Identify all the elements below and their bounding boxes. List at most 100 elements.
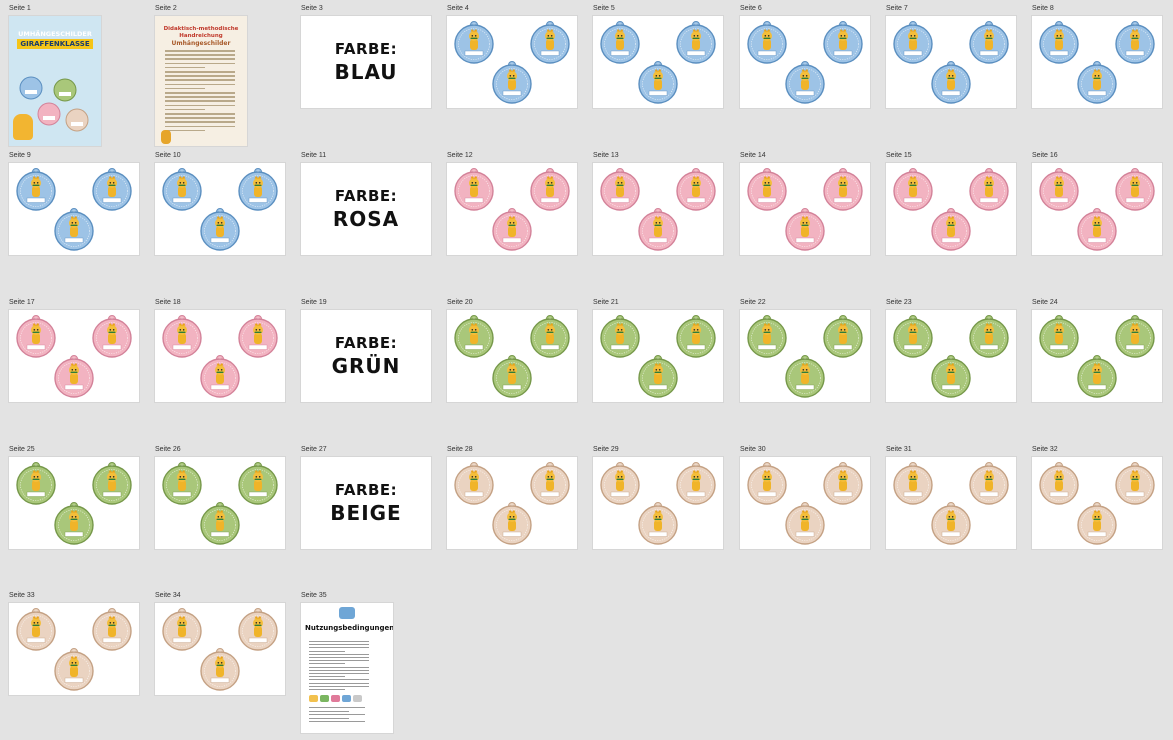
badge-icon (342, 695, 351, 702)
farbe-label: FARBE: (334, 187, 398, 205)
giraffe-name-tag-3 (785, 61, 825, 104)
page-thumbnail[interactable]: UMHÄNGESCHILDER GIRAFFENKLASSE (9, 16, 101, 146)
doc-heading-line2: Umhängeschilder (171, 40, 231, 47)
name-tag (893, 20, 933, 64)
giraffe-name-tag-1 (747, 168, 787, 211)
giraffe-name-tag-1 (454, 21, 494, 64)
giraffe-name-tag-2 (969, 21, 1009, 64)
page-thumbnail[interactable] (1032, 16, 1162, 108)
page-thumbnail[interactable] (740, 457, 870, 549)
page-thumbnail[interactable] (886, 310, 1016, 402)
color-name: ROSA (332, 207, 400, 231)
giraffe-name-tag-3 (492, 208, 532, 251)
page-thumbnail[interactable] (9, 457, 139, 549)
text-line (309, 657, 369, 658)
name-tag (454, 314, 494, 358)
page-thumbnail[interactable] (593, 457, 723, 549)
name-tag (530, 20, 570, 64)
name-tag (1077, 354, 1117, 398)
page-thumbnail[interactable] (1032, 310, 1162, 402)
page-thumbnail[interactable] (740, 310, 870, 402)
text-line (309, 673, 369, 674)
page-label: Seite 10 (155, 152, 181, 159)
page-thumbnail[interactable] (9, 310, 139, 402)
name-tag (931, 207, 971, 251)
giraffe-name-tag-2 (530, 315, 570, 358)
name-tag (600, 314, 640, 358)
page-thumbnail[interactable] (1032, 457, 1162, 549)
page-thumbnail[interactable]: Didaktisch-methodische Handreichung Umhän… (155, 16, 247, 146)
giraffe-name-tag-3 (492, 502, 532, 545)
page-thumbnail[interactable] (740, 163, 870, 255)
giraffe-name-tag-3 (1077, 502, 1117, 545)
text-line (165, 108, 205, 111)
giraffe-name-tag-1 (16, 608, 56, 651)
page-thumbnail[interactable] (593, 310, 723, 402)
page-thumbnail[interactable] (1032, 163, 1162, 255)
page-thumbnail[interactable] (9, 603, 139, 695)
name-tag (162, 461, 202, 505)
page-label: Seite 5 (593, 5, 615, 12)
page-thumbnail[interactable] (593, 16, 723, 108)
giraffe-name-tag-2 (676, 315, 716, 358)
name-tag (530, 314, 570, 358)
page-thumbnail[interactable]: FARBE: BEIGE (301, 457, 431, 549)
name-tag (200, 647, 240, 691)
page-label: Seite 15 (886, 152, 912, 159)
name-tag (1039, 20, 1079, 64)
page-thumbnail[interactable] (447, 457, 577, 549)
giraffe-name-tag-3 (931, 61, 971, 104)
giraffe-name-tag-1 (893, 21, 933, 64)
page-thumbnail[interactable] (155, 457, 285, 549)
giraffe-name-tag-1 (1039, 315, 1079, 358)
name-tag (747, 167, 787, 211)
page-thumbnail[interactable] (593, 163, 723, 255)
page-thumbnail[interactable] (155, 163, 285, 255)
name-tag (92, 461, 132, 505)
farbe-label: FARBE: (334, 334, 398, 352)
giraffe-name-tag-1 (893, 462, 933, 505)
page-thumbnail[interactable] (886, 457, 1016, 549)
page-thumbnail[interactable]: Nutzungsbedingungen (301, 603, 393, 733)
page-label: Seite 20 (447, 299, 473, 306)
giraffe-name-tag-1 (893, 168, 933, 211)
page-label: Seite 24 (1032, 299, 1058, 306)
page-thumbnail[interactable] (155, 310, 285, 402)
giraffe-name-tag-1 (162, 462, 202, 505)
page-thumbnail[interactable] (740, 16, 870, 108)
name-tag (931, 60, 971, 104)
page-thumbnail[interactable] (447, 16, 577, 108)
giraffe-name-tag-1 (16, 315, 56, 358)
name-tag (92, 314, 132, 358)
page-thumbnail[interactable]: FARBE: GRÜN (301, 310, 431, 402)
giraffe-name-tag-2 (92, 462, 132, 505)
name-tag (530, 461, 570, 505)
giraffe-name-tag-3 (638, 61, 678, 104)
giraffe-name-tag-3 (785, 502, 825, 545)
page-thumbnail[interactable]: FARBE: ROSA (301, 163, 431, 255)
name-tag (492, 501, 532, 545)
name-tag (1115, 461, 1155, 505)
giraffe-name-tag-1 (747, 21, 787, 64)
page-thumbnail[interactable] (886, 16, 1016, 108)
name-tag (92, 167, 132, 211)
page-thumbnail[interactable]: FARBE: BLAU (301, 16, 431, 108)
giraffe-name-tag-3 (492, 61, 532, 104)
page-thumbnail[interactable] (886, 163, 1016, 255)
name-tag (1077, 60, 1117, 104)
name-tag (200, 354, 240, 398)
text-line (165, 54, 235, 56)
page-thumbnail[interactable] (447, 310, 577, 402)
page-thumbnail[interactable] (447, 163, 577, 255)
text-line (309, 660, 369, 662)
name-tag (454, 20, 494, 64)
giraffe-name-tag-2 (530, 168, 570, 211)
giraffe-name-tag-1 (600, 462, 640, 505)
giraffe-name-tag-3 (54, 208, 94, 251)
giraffe-name-tag-3 (200, 502, 240, 545)
page-thumbnail[interactable] (155, 603, 285, 695)
giraffe-name-tag-2 (676, 462, 716, 505)
color-divider: FARBE: GRÜN (301, 310, 431, 402)
page-thumbnail[interactable] (9, 163, 139, 255)
